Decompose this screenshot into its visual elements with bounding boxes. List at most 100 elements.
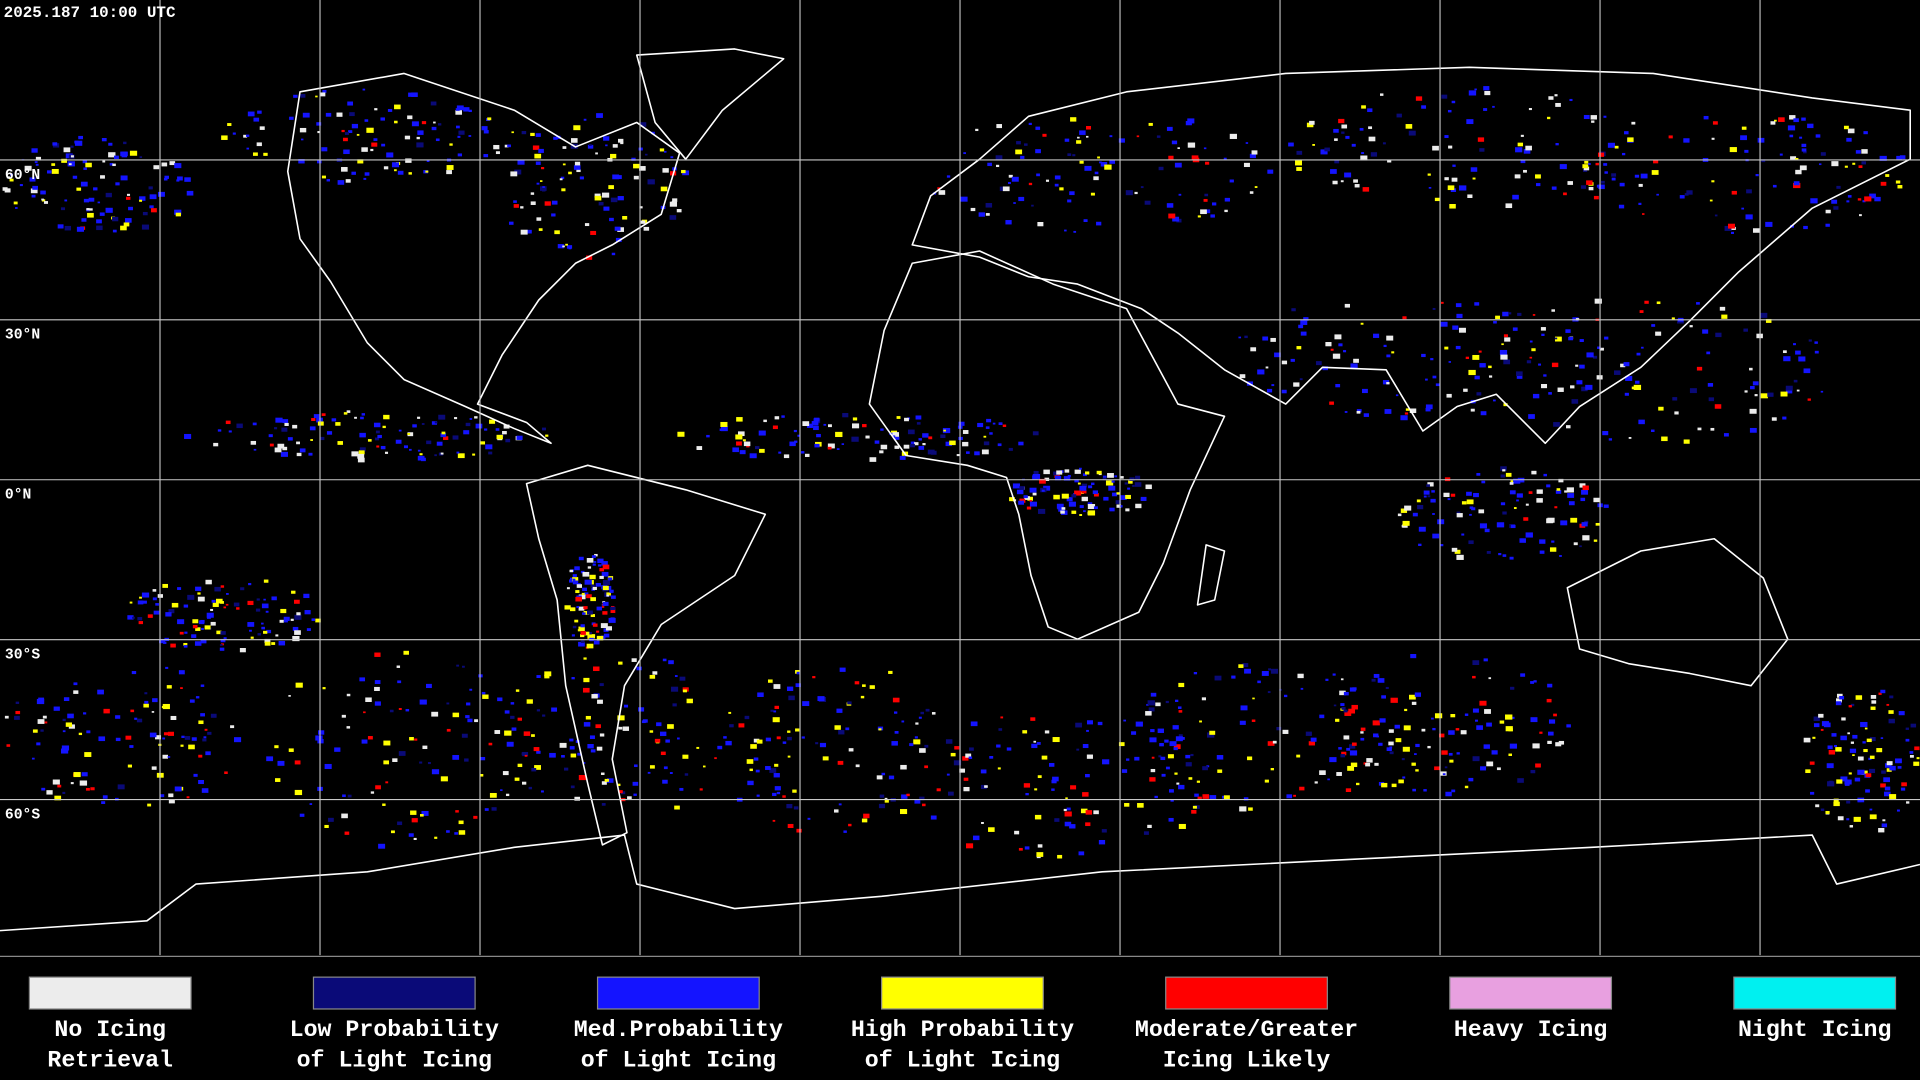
icing-speckle (639, 122, 647, 127)
icing-speckle (1548, 392, 1552, 395)
icing-speckle (1884, 786, 1891, 791)
icing-speckle (198, 720, 204, 725)
icing-speckle (35, 156, 42, 161)
icing-speckle (204, 728, 208, 731)
icing-speckle (496, 434, 503, 440)
icing-speckle (819, 742, 827, 748)
icing-speckle (544, 201, 551, 206)
icing-speckle (1566, 724, 1571, 728)
icing-speckle (183, 642, 188, 646)
icing-speckle (1639, 310, 1644, 313)
icing-speckle (1505, 203, 1513, 209)
icing-speckle (461, 733, 468, 738)
icing-speckle (1448, 361, 1452, 363)
icing-speckle (980, 784, 987, 790)
icing-speckle (1270, 668, 1279, 674)
icing-speckle (594, 553, 598, 557)
icing-speckle (669, 201, 678, 207)
icing-speckle (878, 728, 882, 731)
icing-speckle (1844, 779, 1852, 785)
icing-speckle (578, 774, 587, 781)
icing-speckle (144, 692, 148, 695)
icing-speckle (493, 144, 500, 150)
icing-speckle (603, 633, 610, 638)
icing-speckle (1818, 713, 1824, 718)
icing-speckle (1099, 161, 1102, 164)
icing-speckle (198, 620, 205, 625)
icing-speckle (1595, 522, 1600, 526)
icing-speckle (565, 243, 568, 246)
icing-speckle (1295, 160, 1302, 166)
icing-speckle (572, 578, 576, 581)
icing-speckle (1216, 755, 1224, 760)
icing-speckle (1231, 675, 1236, 679)
icing-speckle (551, 707, 558, 712)
icing-speckle (162, 583, 169, 588)
icing-speckle (129, 150, 138, 156)
icing-speckle (536, 182, 540, 185)
icing-speckle (1074, 490, 1082, 496)
icing-speckle (1771, 417, 1777, 421)
icing-speckle (1621, 152, 1626, 156)
icing-speckle (169, 161, 176, 166)
icing-speckle (1360, 322, 1364, 325)
icing-speckle (1448, 145, 1453, 149)
icing-speckle (313, 414, 320, 419)
icing-speckle (457, 135, 461, 138)
icing-speckle (1638, 419, 1645, 425)
icing-speckle (511, 131, 514, 134)
icing-speckle (1566, 487, 1574, 493)
icing-speckle (1008, 181, 1011, 185)
icing-speckle (434, 421, 438, 424)
icing-speckle (128, 206, 133, 211)
icing-speckle (1411, 762, 1416, 766)
icing-speckle (391, 162, 400, 168)
icing-speckle (1711, 137, 1715, 140)
icing-speckle (526, 699, 533, 704)
icing-speckle (1199, 720, 1202, 723)
icing-speckle (1223, 157, 1227, 160)
icing-speckle (1558, 478, 1564, 483)
legend-label: Moderate/Greater (1135, 1017, 1358, 1043)
icing-speckle (609, 217, 614, 222)
icing-speckle (903, 444, 910, 449)
icing-speckle (852, 417, 858, 421)
icing-speckle (1314, 781, 1318, 784)
icing-speckle (1224, 197, 1230, 202)
icing-speckle (214, 586, 221, 592)
icing-speckle (881, 772, 886, 776)
icing-speckle (677, 737, 680, 740)
icing-speckle (599, 575, 604, 579)
icing-speckle (1243, 797, 1249, 801)
icing-speckle (1554, 94, 1558, 97)
icing-speckle (452, 435, 459, 440)
icing-speckle (76, 187, 82, 191)
icing-speckle (590, 614, 595, 618)
icing-speckle (1674, 411, 1679, 415)
icing-speckle (36, 742, 41, 746)
icing-speckle (394, 169, 397, 172)
icing-speckle (1477, 137, 1485, 142)
icing-speckle (1397, 513, 1402, 517)
icing-speckle (876, 775, 883, 780)
icing-speckle (465, 422, 471, 427)
icing-speckle (682, 687, 689, 692)
icing-speckle (510, 171, 518, 177)
icing-speckle (123, 222, 130, 227)
icing-speckle (295, 682, 303, 688)
icing-speckle (576, 169, 581, 173)
icing-speckle (1779, 153, 1783, 156)
icing-speckle (1905, 738, 1910, 742)
icing-speckle (1833, 801, 1840, 807)
icing-speckle (1245, 142, 1249, 144)
icing-speckle (1599, 347, 1604, 351)
icing-speckle (1554, 337, 1558, 340)
icing-speckle (1795, 350, 1801, 355)
icing-speckle (1448, 730, 1455, 735)
icing-speckle (1440, 544, 1444, 547)
icing-speckle (274, 447, 282, 453)
icing-speckle (63, 147, 71, 153)
icing-speckle (586, 594, 592, 599)
icing-speckle (1064, 469, 1070, 473)
icing-speckle (147, 803, 152, 807)
